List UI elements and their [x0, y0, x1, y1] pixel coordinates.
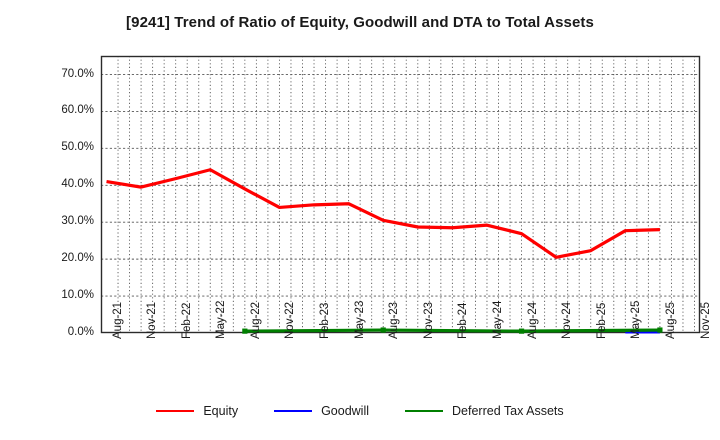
x-tick-label: Aug-22 [249, 301, 262, 339]
plot-frame [100, 55, 701, 334]
x-tick-label: Aug-25 [664, 301, 677, 339]
plot-background [101, 56, 700, 333]
x-tick-label: Feb-23 [319, 302, 331, 339]
y-tick-label: 50.0% [61, 141, 94, 154]
legend-color-swatch [405, 410, 444, 412]
legend-color-swatch [156, 410, 195, 412]
series-line-deferred-tax-assets [244, 328, 660, 333]
x-tick-label: Nov-25 [699, 301, 712, 339]
series-marker-deferred-tax-assets [242, 328, 248, 334]
chart-legend: Equity Goodwill Deferred Tax Assets [0, 404, 720, 418]
x-tick-label: Nov-22 [284, 301, 297, 339]
x-tick-label: Aug-21 [111, 301, 124, 339]
y-tick-label: 20.0% [61, 252, 94, 265]
y-tick-label: 30.0% [61, 215, 94, 228]
x-tick-label: Nov-21 [146, 301, 159, 339]
legend-entry-deferred-tax-assets[interactable]: Deferred Tax Assets [405, 404, 564, 418]
y-tick-label: 70.0% [61, 67, 94, 80]
series-marker-deferred-tax-assets [380, 327, 386, 333]
x-tick-label: Feb-22 [180, 302, 193, 339]
x-tick-label: May-25 [630, 300, 643, 339]
legend-label: Equity [203, 404, 239, 418]
y-tick-label: 0.0% [67, 326, 94, 338]
x-tick-label: May-23 [353, 300, 366, 339]
data-series-group [106, 168, 663, 334]
legend-label: Goodwill [321, 404, 370, 418]
y-tick-label: 40.0% [61, 178, 94, 191]
legend-entry-equity[interactable]: Equity [156, 404, 238, 418]
y-tick-label: 10.0% [61, 289, 94, 302]
legend-entry-goodwill[interactable]: Goodwill [274, 404, 369, 418]
series-marker-deferred-tax-assets [518, 328, 525, 334]
x-tick-label: Nov-24 [561, 301, 574, 339]
x-tick-label: Feb-24 [457, 302, 470, 339]
x-tick-label: Aug-24 [526, 301, 539, 339]
series-marker-deferred-tax-assets [657, 327, 663, 333]
x-tick-label: Aug-23 [388, 301, 401, 339]
series-line-equity [106, 168, 660, 259]
x-tick-label: Nov-23 [422, 301, 435, 339]
x-tick-label: May-24 [492, 300, 504, 339]
chart-title: [9241] Trend of Ratio of Equity, Goodwil… [126, 14, 594, 31]
vertical-gridlines [117, 56, 695, 333]
legend-label: Deferred Tax Assets [452, 404, 564, 418]
y-tick-label: 60.0% [61, 104, 94, 117]
x-tick-label: May-22 [215, 300, 228, 339]
x-tick-label: Feb-25 [595, 302, 608, 339]
legend-color-swatch [274, 410, 313, 412]
